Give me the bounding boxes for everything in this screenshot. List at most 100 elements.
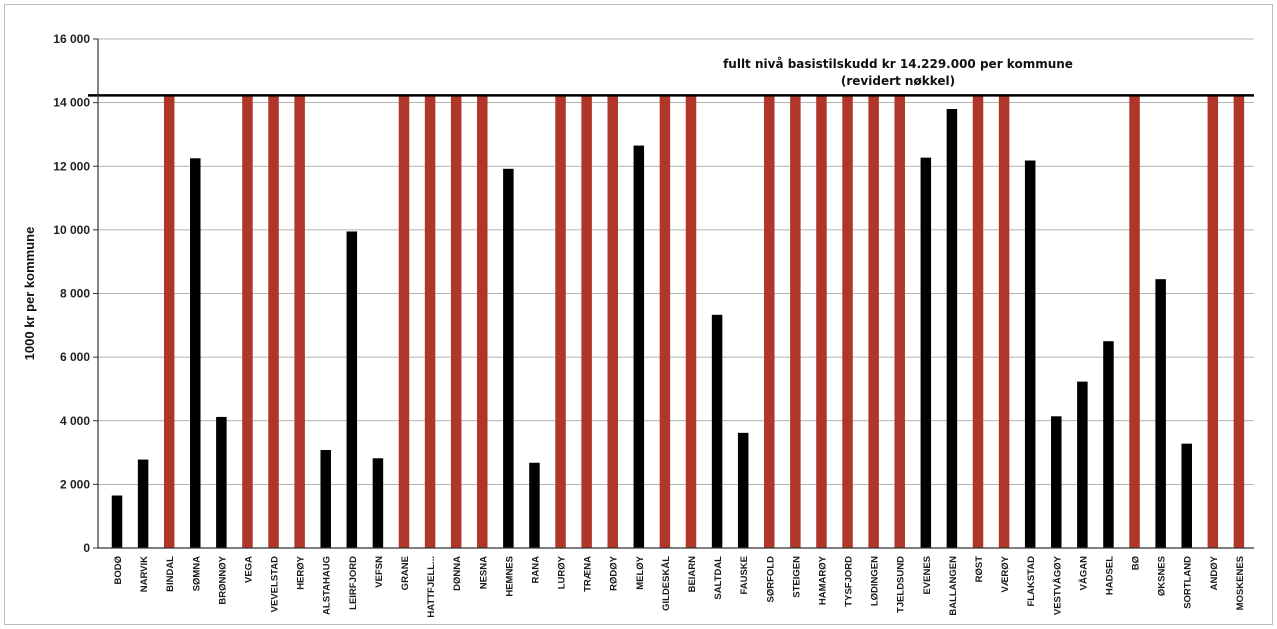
category-label: HAMARØY xyxy=(817,555,828,605)
category-label: SORTLAND xyxy=(1183,556,1194,609)
bar xyxy=(346,231,358,548)
bar xyxy=(1233,95,1245,548)
bar xyxy=(920,157,932,548)
category-label: HEMNES xyxy=(504,556,515,597)
category-label: RØDØY xyxy=(609,555,620,591)
bar xyxy=(163,95,175,548)
bar xyxy=(1103,341,1114,548)
bar xyxy=(1207,95,1219,548)
category-labels: BODØ NARVIK BINDAL SØMNA BRØNNØY VEGA VEVELSTA… xyxy=(113,555,1246,617)
bar xyxy=(190,158,201,548)
category-label: STEIGEN xyxy=(791,556,802,598)
bar xyxy=(790,95,801,548)
category-label: SØMNA xyxy=(191,556,202,592)
category-label: FAUSKE xyxy=(739,556,750,595)
category-label: MELØY xyxy=(635,555,646,589)
category-label: VEFSN xyxy=(374,556,385,588)
bar xyxy=(529,462,540,548)
bar xyxy=(1155,279,1166,548)
bar xyxy=(1024,160,1036,548)
category-label: VESTVÅGØY xyxy=(1052,555,1063,615)
category-label: BODØ xyxy=(113,556,124,585)
category-label: LØDINGEN xyxy=(870,556,881,606)
category-label: HADSEL xyxy=(1104,556,1115,595)
bar xyxy=(685,95,697,548)
category-label: GRANE xyxy=(400,556,411,590)
bar xyxy=(842,95,853,548)
bar xyxy=(946,108,958,549)
bar xyxy=(555,95,566,548)
category-label: GILDESKÅL xyxy=(661,556,672,611)
y-tick-label: 8 000 xyxy=(60,287,90,301)
bar xyxy=(633,145,645,548)
category-label: LURØY xyxy=(557,555,568,589)
annotation-line-1: fullt nivå basistilskudd kr 14.229.000 p… xyxy=(723,57,1073,71)
bar xyxy=(711,314,723,548)
bar xyxy=(450,95,462,548)
category-label: BØ xyxy=(1131,556,1142,570)
category-label: MOSKENES xyxy=(1235,556,1246,610)
bar xyxy=(320,450,331,548)
category-label: HATTFJELL... xyxy=(426,556,437,618)
bar xyxy=(503,168,514,549)
category-label: VEVELSTAD xyxy=(270,556,281,612)
category-label: BRØNNØY xyxy=(217,555,228,604)
category-label: TJELDSUND xyxy=(896,556,907,613)
bar xyxy=(998,95,1010,548)
bar xyxy=(581,95,592,548)
category-label: ØKSNES xyxy=(1157,556,1168,596)
y-tick-label: 10 000 xyxy=(53,223,90,237)
bar xyxy=(816,95,827,548)
bar xyxy=(894,95,905,548)
y-tick-label: 14 000 xyxy=(53,96,90,110)
y-axis-label: 1000 kr per kommune xyxy=(22,227,37,361)
category-label: SALTDAL xyxy=(713,556,724,600)
bar xyxy=(372,458,384,548)
bar xyxy=(398,95,410,548)
bar xyxy=(1181,443,1192,548)
bar xyxy=(294,95,305,548)
category-label: LEIRFJORD xyxy=(348,556,359,610)
category-label: SØRFOLD xyxy=(765,556,776,603)
y-tick-label: 16 000 xyxy=(53,32,90,46)
bar xyxy=(268,95,279,548)
category-label: FLAKSTAD xyxy=(1026,556,1037,607)
category-label: TRÆNA xyxy=(583,556,594,592)
category-label: ANDØY xyxy=(1209,555,1220,590)
category-label: RØST xyxy=(974,556,985,583)
category-label: DØNNA xyxy=(452,556,463,591)
bar xyxy=(868,95,879,548)
category-label: BEIARN xyxy=(687,556,698,593)
y-tick-label: 0 xyxy=(83,541,90,555)
bar xyxy=(242,95,253,548)
category-label: BINDAL xyxy=(165,556,176,592)
bars xyxy=(111,95,1245,549)
category-label: ALSTAHAUG xyxy=(322,556,333,615)
bar xyxy=(1051,416,1062,548)
category-label: HERØY xyxy=(296,555,307,589)
category-label: TYSFJORD xyxy=(844,556,855,607)
bar xyxy=(424,95,436,548)
y-tick-label: 2 000 xyxy=(60,477,90,491)
bar xyxy=(1077,381,1088,548)
bar xyxy=(111,495,123,548)
annotation-line-2: (revidert nøkkel) xyxy=(841,74,955,88)
category-label: BALLANGEN xyxy=(948,556,959,616)
category-label: VÅGAN xyxy=(1078,556,1089,590)
bar xyxy=(737,432,749,548)
bar xyxy=(216,416,227,548)
bar xyxy=(1129,95,1140,548)
y-tick-labels: 0 2 000 4 000 6 000 8 000 10 000 12 000 14 000 1… xyxy=(53,32,90,555)
bar xyxy=(477,95,488,548)
y-tick-label: 6 000 xyxy=(60,350,90,364)
category-label: VÆRØY xyxy=(1000,555,1011,592)
chart-frame xyxy=(4,4,1273,625)
bar xyxy=(764,95,775,548)
category-label: NESNA xyxy=(478,556,489,589)
category-label: VEGA xyxy=(243,556,254,583)
category-label: RANA xyxy=(530,556,541,584)
bar xyxy=(607,95,618,548)
bar xyxy=(659,95,671,548)
bar xyxy=(972,95,984,548)
